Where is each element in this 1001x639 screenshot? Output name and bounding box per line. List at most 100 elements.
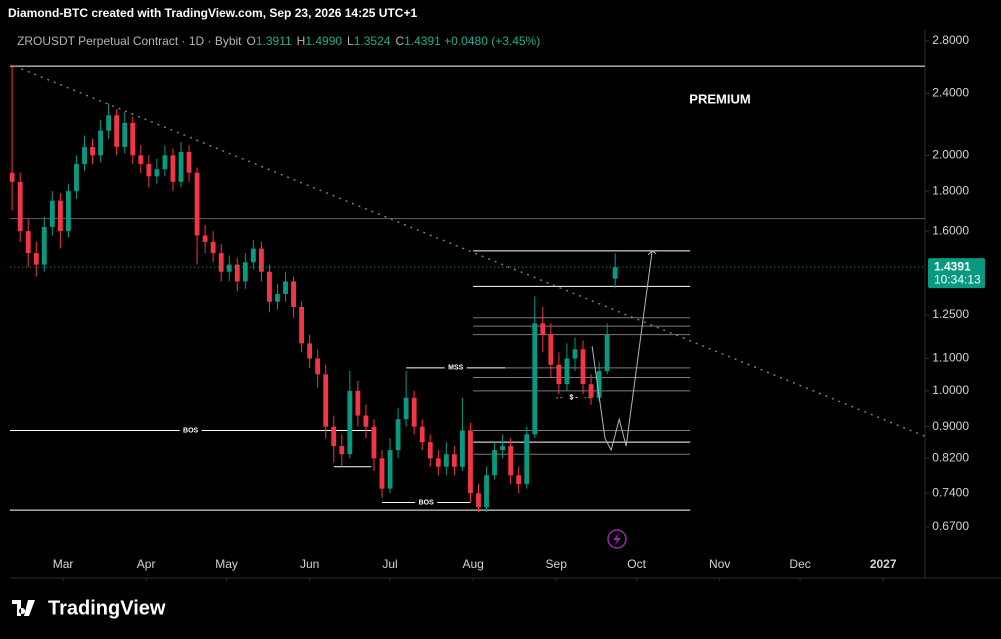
y-tick-label: 0.9000 [932,419,969,433]
level-label: BOS [183,427,199,434]
candle-body [226,264,232,272]
level-label-bg [415,497,438,508]
candle-body [395,419,401,451]
candle-body [90,146,95,156]
candle-body [178,151,184,182]
y-tick-label: 1.1000 [932,351,969,365]
symbol: ZROUSDT Perpetual Contract · 1D · Bybit [17,34,242,48]
countdown: 10:34:13 [934,272,981,286]
brand-logo [12,600,35,616]
y-tick-label: 0.8200 [932,450,969,464]
candle-body [170,155,176,182]
y-tick-label: 1.6000 [932,223,969,237]
candle-body [186,151,192,173]
candle-body [250,248,256,263]
x-tick-label: Sep [546,557,568,571]
y-tick-label: 0.6700 [932,519,969,533]
symbol-legend: ZROUSDT Perpetual Contract · 1D · Bybit O… [17,34,540,48]
candle-body [307,343,313,359]
candle-body [435,458,441,467]
candle-body [363,415,369,427]
x-tick-label: Aug [462,557,483,571]
candle-body [387,450,393,489]
y-tick-label: 2.0000 [932,148,969,162]
candle-body [459,430,465,467]
candle-body [242,262,248,282]
candle-body [484,475,489,508]
header-title: Diamond-BTC created with TradingView.com… [8,6,418,20]
y-tick-label: 2.8000 [932,33,969,47]
candle-body [468,430,473,494]
candle-body [218,253,224,272]
brand: TradingView [48,597,166,619]
candle-body [492,450,497,476]
candle-body [371,426,377,459]
candle-body [427,442,433,459]
projection-arrow [647,250,657,256]
candle-body [57,200,63,232]
candle-body [580,349,586,385]
candle-body [162,155,168,170]
candle-body [41,226,47,265]
candle-body [98,130,104,156]
candle-body [122,122,128,147]
candle-body [130,122,136,156]
candle-body [49,200,55,227]
candle-body [443,454,449,467]
candle-body [596,371,602,398]
legend-value: 1.3524 [353,34,391,48]
candle-body [524,434,530,485]
x-tick-label: Jun [300,557,319,571]
candle-body [548,334,554,365]
y-tick-label: 0.7400 [932,485,969,499]
x-tick-label: 2027 [870,557,897,571]
candle-body [540,323,546,335]
candle-body [411,397,417,427]
y-tick-label: 1.2500 [932,307,969,321]
candle-body [33,253,39,265]
candle-body [419,426,425,443]
x-tick-label: May [215,557,238,571]
candle-body [114,115,120,147]
x-tick-label: Apr [137,557,156,571]
y-tick-label: 1.8000 [932,183,969,197]
level-label: BOS [419,499,435,506]
candle-body [74,163,79,192]
candle-body [508,446,514,476]
candle-body [604,334,610,372]
legend-key: O [246,34,256,48]
candle-body [283,281,288,294]
candle-body [194,172,200,236]
candle-body [25,231,31,254]
legend-key: C [395,34,405,48]
candle-body [267,271,272,302]
level-label-bg [444,362,467,373]
candle-body [66,191,71,232]
candle-body [516,475,522,485]
candle-body [588,384,594,398]
candle-body [138,155,144,164]
candle-body [154,169,160,177]
x-tick-label: Mar [53,557,74,571]
lightning-icon [607,529,627,549]
candle-body [339,446,345,455]
candle-body [82,146,87,164]
candle-body [500,446,506,451]
level-label: $ - [570,395,579,402]
trendline [14,65,926,437]
candle-body [106,115,112,131]
legend-value: 1.4990 [305,34,343,48]
candle-body [379,458,385,489]
candle-body [532,323,538,435]
x-tick-label: Oct [627,557,646,571]
candle-body [17,181,23,232]
change: +0.0480 (+3.45%) [444,34,541,48]
candle-body [315,358,321,375]
candle-body [355,390,361,416]
candle-body [275,293,280,302]
legend-value: 1.4391 [404,34,441,48]
candle-body [556,364,562,385]
legend-value: 1.3911 [255,34,292,48]
